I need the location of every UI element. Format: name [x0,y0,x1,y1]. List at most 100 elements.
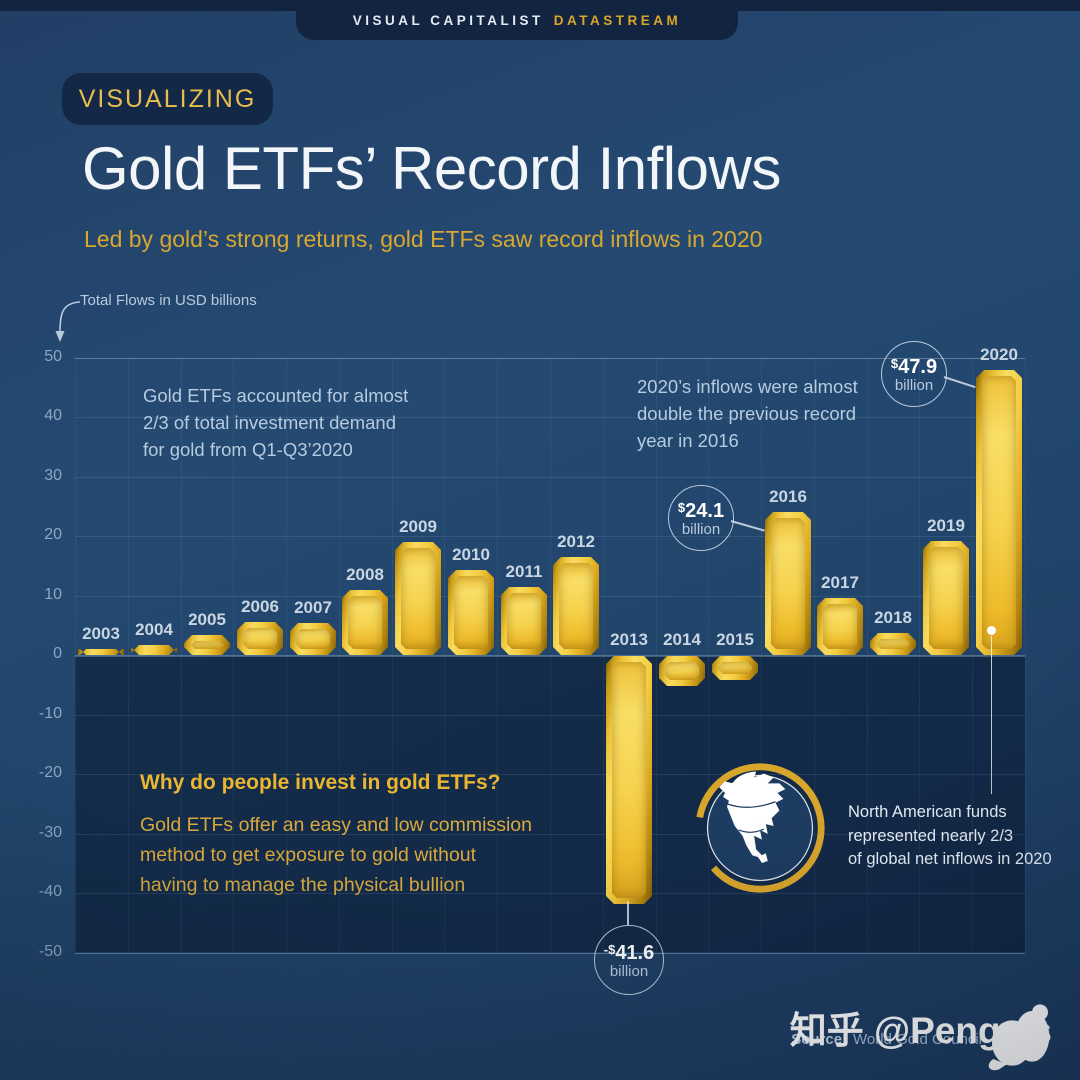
callout-unit: billion [894,377,934,394]
why-heading: Why do people invest in gold ETFs? [140,771,501,794]
bar-2005 [184,635,230,655]
callout-value: -$41.6 [604,940,655,963]
callout-2016: $24.1 billion [668,485,734,551]
vertical-gridline [867,357,868,952]
currency-sign: $ [890,356,899,371]
y-axis-tick--30: -30 [38,824,62,841]
vertical-gridline [286,357,287,952]
horizontal-gridline-30 [75,477,1025,478]
annotation-line: 2/3 of total investment demand [143,412,396,433]
year-label-2009: 2009 [399,517,437,536]
north-america-map-icon [692,760,828,901]
vertical-gridline [919,357,920,952]
horizontal-gridline-20 [75,536,1025,537]
callout-unit: billion [609,963,649,980]
amount: 47.9 [898,356,938,378]
vertical-gridline [603,357,604,952]
why-line: Gold ETFs offer an easy and low commissi… [140,814,532,836]
year-label-2018: 2018 [874,608,912,627]
horizontal-gridline-0 [75,655,1025,657]
bar-2004 [131,645,177,655]
vertical-gridline [497,357,498,952]
why-line: having to manage the physical bullion [140,874,466,896]
why-line: method to get exposure to gold without [140,844,477,866]
bar-2015 [712,656,758,680]
bar-2009 [395,542,441,655]
horizontal-gridline-10 [75,596,1025,597]
leader-line-2020 [991,636,993,794]
currency-sign: $ [677,500,686,515]
year-label-2004: 2004 [135,620,173,639]
source-label: Source: [791,1031,848,1048]
bar-2010 [448,570,494,655]
annotation-line: double the previous record [637,403,857,424]
year-label-2008: 2008 [346,565,384,584]
vertical-gridline [550,357,551,952]
bar-2020 [976,370,1022,655]
year-label-2013: 2013 [610,630,648,649]
vertical-gridline [75,357,76,952]
year-label-2017: 2017 [821,573,859,592]
annotation-demand: Gold ETFs accounted for almost 2/3 of to… [143,382,453,463]
year-label-2006: 2006 [241,597,279,616]
bar-2017 [817,598,863,655]
page-title: Gold ETFs’ Record Inflows [82,135,781,202]
bar-2007 [290,623,336,655]
year-label-2016: 2016 [769,487,807,506]
vertical-gridline [392,357,393,952]
vertical-gridline [233,357,234,952]
masthead-tab: VISUAL CAPITALIST DATASTREAM [296,0,738,40]
year-label-2003: 2003 [82,624,120,643]
horizontal-gridline-40 [75,417,1025,418]
annotation-line: for gold from Q1-Q3’2020 [143,439,353,460]
y-axis-tick-50: 50 [44,348,62,365]
annotation-line: Gold ETFs accounted for almost [143,385,409,406]
bar-2014 [659,656,705,686]
horizontal-gridline--40 [75,893,1025,894]
callout-unit: billion [681,521,721,538]
year-label-2019: 2019 [927,516,965,535]
y-axis-tick--20: -20 [38,764,62,781]
y-axis-tick--40: -40 [38,883,62,900]
y-axis-tick-20: 20 [44,526,62,543]
brand-suffix: DATASTREAM [553,12,682,28]
vertical-gridline [181,357,182,952]
vertical-gridline [761,357,762,952]
bar-2018 [870,633,916,655]
callout-2013-connector [627,901,629,925]
bar-2008 [342,590,388,655]
year-label-2014: 2014 [663,630,701,649]
y-axis-tick-30: 30 [44,467,62,484]
bar-2011 [501,587,547,655]
vertical-gridline [814,357,815,952]
annotation-line: of global net inflows in 2020 [848,850,1052,868]
negative-region-band [75,656,1025,952]
y-axis-title: Total Flows in USD billions [80,292,257,309]
vertical-gridline [1025,357,1026,952]
horizontal-gridline--20 [75,774,1025,775]
y-axis-tick--50: -50 [38,943,62,960]
horizontal-gridline-50 [75,358,1025,359]
source-value: World Gold Council [853,1031,982,1048]
bar-2012 [553,557,599,655]
annotation-line: North American funds [848,803,1007,821]
currency-sign: -$ [603,942,616,957]
vertical-gridline [708,357,709,952]
horizontal-gridline--10 [75,715,1025,716]
watermark-text: 知乎 @PengyIs [789,1010,1052,1051]
vertical-gridline [444,357,445,952]
amount: 41.6 [615,942,655,964]
bar-2003 [78,649,124,655]
source-credit: Source: World Gold Council [791,1031,982,1048]
horizontal-gridline--50 [75,953,1025,954]
bar-2016 [765,512,811,655]
annotation-line: 2020’s inflows were almost [637,376,858,397]
why-body: Gold ETFs offer an easy and low commissi… [140,810,532,900]
callout-value: $24.1 [678,498,724,521]
highlight-dot-2020 [987,626,996,635]
annotation-line: year in 2016 [637,430,739,451]
brand-name: VISUAL CAPITALIST [352,12,544,28]
visualizing-badge: VISUALIZING [62,73,273,125]
year-label-2007: 2007 [294,598,332,617]
